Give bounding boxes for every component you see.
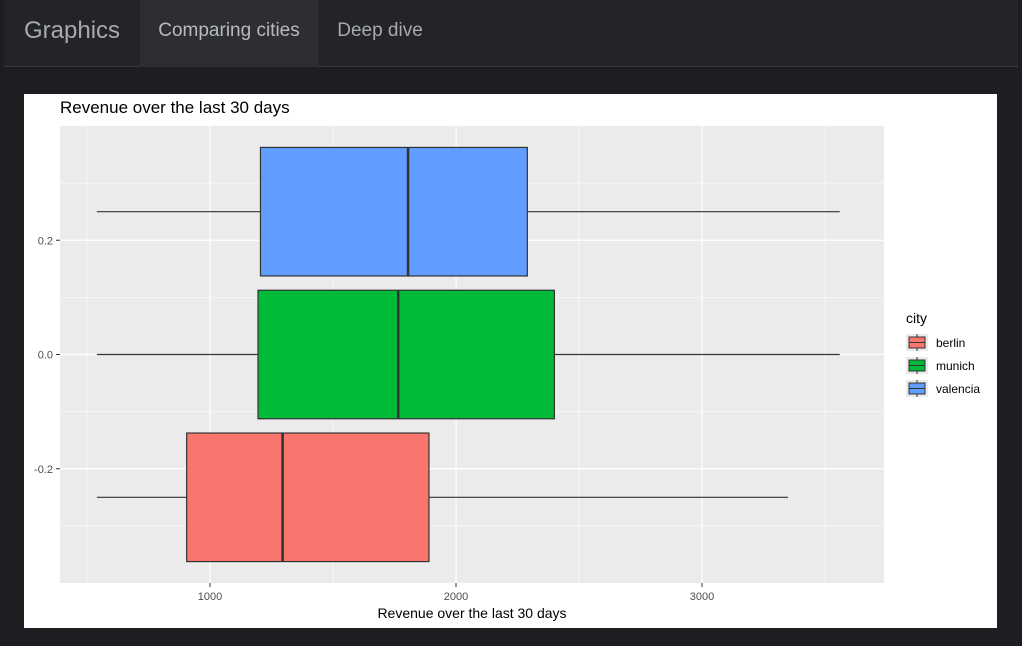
axes: 1000 2000 3000 0.2 0.0 -0.2 (34, 235, 714, 603)
plot-panel: Revenue over the last 30 days 1000 2000 30… (24, 94, 997, 628)
box-series (96, 146, 840, 563)
tab-comparing-cities[interactable]: Comparing cities (140, 0, 318, 67)
x-tick-label: 2000 (444, 591, 468, 603)
legend-label-valencia: valencia (936, 382, 980, 396)
legend-title: city (906, 310, 927, 326)
legend-label-berlin: berlin (936, 336, 965, 350)
box-munich (257, 289, 556, 420)
boxplot-chart: Revenue over the last 30 days 1000 2000 30… (34, 98, 980, 621)
tab-deep-dive[interactable]: Deep dive (337, 20, 423, 41)
chart-title: Revenue over the last 30 days (60, 98, 290, 117)
x-tick-label: 1000 (198, 591, 222, 603)
y-tick-label: -0.2 (34, 464, 53, 476)
y-tick-label: 0.2 (38, 235, 53, 247)
box-valencia (259, 146, 528, 277)
legend-label-munich: munich (936, 359, 975, 373)
y-tick-label: 0.0 (38, 350, 53, 362)
x-tick-label: 3000 (690, 591, 714, 603)
brand-title[interactable]: Graphics (24, 17, 121, 44)
x-axis-label: Revenue over the last 30 days (377, 605, 566, 621)
navbar: Graphics Comparing cities Deep dive (4, 0, 1018, 67)
legend: city berlin munich valencia (906, 310, 980, 397)
box-berlin (186, 432, 430, 563)
